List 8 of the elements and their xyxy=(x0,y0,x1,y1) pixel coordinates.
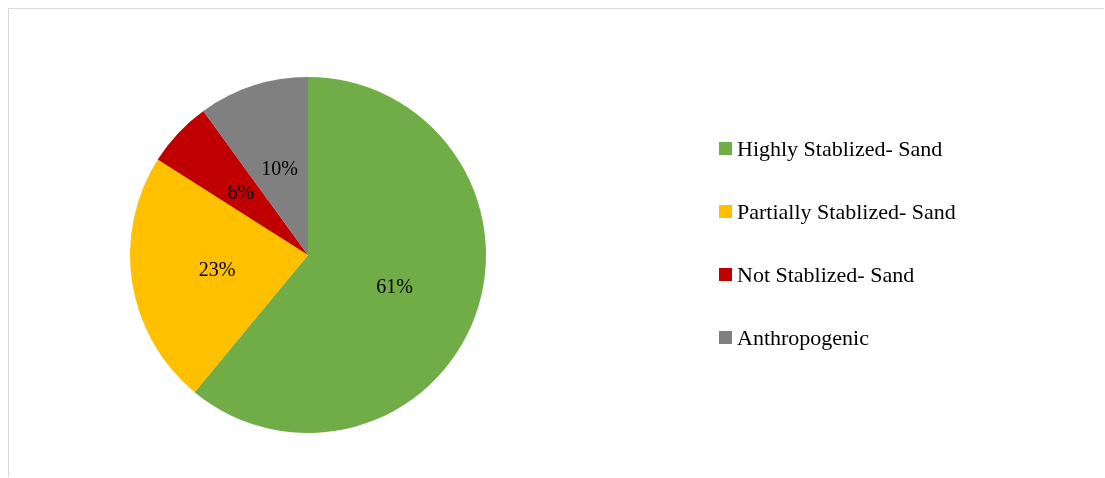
data-label: 23% xyxy=(198,258,236,281)
data-label: 10% xyxy=(261,156,298,179)
legend-label: Not Stablized- Sand xyxy=(737,262,915,287)
legend-label: Highly Stablized- Sand xyxy=(737,136,943,161)
legend-label: Partially Stablized- Sand xyxy=(737,199,956,224)
data-label: 6% xyxy=(227,181,255,204)
legend-label: Anthropogenic xyxy=(737,325,870,350)
data-label: 61% xyxy=(376,275,413,298)
